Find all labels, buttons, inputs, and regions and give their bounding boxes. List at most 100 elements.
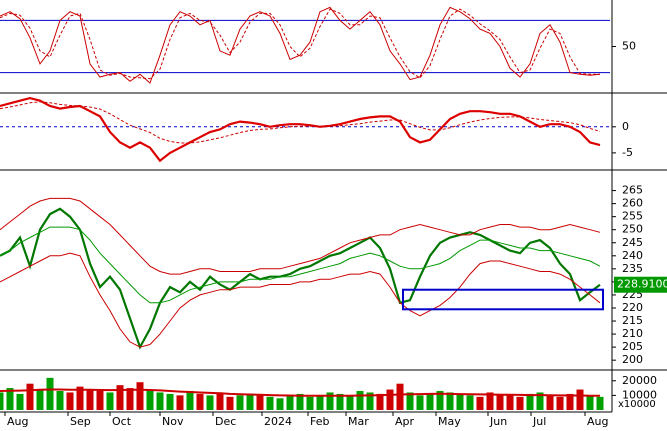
volume-bar (406, 392, 414, 410)
y-tick-label: 0 (622, 120, 629, 133)
series-line (0, 197, 601, 275)
volume-bar (336, 393, 344, 410)
x-tick-label: Aug (587, 415, 608, 428)
volume-bar (226, 396, 234, 410)
volume-bar (546, 395, 554, 410)
series-line (0, 6, 601, 84)
volume-bar (526, 393, 534, 410)
last-price-marker (614, 276, 667, 293)
volume-bar (346, 395, 354, 410)
y-tick-label: 235 (622, 262, 643, 275)
x-tick-label: Mar (348, 415, 369, 428)
volume-bar (56, 391, 64, 410)
volume-bar (26, 383, 34, 410)
y-tick-label: 240 (622, 249, 643, 262)
volume-bar (296, 393, 304, 410)
volume-bar (376, 393, 384, 410)
volume-bar (196, 393, 204, 410)
x-tick-label: 2024 (264, 415, 292, 428)
y-tick-label: 255 (622, 210, 643, 223)
series-line (0, 101, 601, 144)
y-tick-label: 250 (622, 223, 643, 236)
volume-bar (366, 392, 374, 410)
volume-bar (326, 392, 334, 410)
volume-average-line (0, 388, 601, 397)
annotation-box (402, 288, 604, 311)
volume-bar (536, 392, 544, 410)
y-tick-label: -5 (622, 146, 633, 159)
volume-bar (6, 388, 14, 410)
series-line (0, 252, 601, 348)
volume-bar (216, 392, 224, 410)
x-tick-label: Feb (310, 415, 329, 428)
volume-bar (106, 392, 114, 410)
x-tick-label: Dec (215, 415, 236, 428)
volume-bar (176, 395, 184, 410)
y-tick-label: 10000 (622, 388, 657, 401)
x-tick-label: Apr (395, 415, 415, 428)
y-tick-label: 220 (622, 301, 643, 314)
series-line (0, 207, 601, 350)
volume-bar (516, 396, 524, 410)
volume-bar (456, 393, 464, 410)
volume-bar (306, 396, 314, 410)
volume-bar (66, 392, 74, 410)
volume-bar (266, 396, 274, 410)
volume-bar (256, 395, 264, 410)
y-tick-label: 205 (622, 340, 643, 353)
volume-bar (596, 396, 604, 410)
volume-bar (46, 377, 54, 410)
y-tick-label: 215 (622, 314, 643, 327)
volume-bar (166, 393, 174, 410)
volume-bar (76, 386, 84, 410)
series-line (0, 96, 601, 163)
x-tick-label: May (438, 415, 461, 428)
volume-bar (156, 392, 164, 410)
x-tick-label: Nov (162, 415, 184, 428)
y-tick-label: 200 (622, 353, 643, 366)
y-tick-label: 210 (622, 327, 643, 340)
volume-bar (476, 396, 484, 410)
volume-bar (446, 392, 454, 410)
volume-bar (286, 395, 294, 410)
y-tick-label: 20000 (622, 374, 657, 387)
x-tick-label: Jul (532, 415, 546, 428)
volume-bar (576, 389, 584, 410)
volume-bar (0, 392, 4, 410)
volume-bar (586, 395, 594, 410)
volume-bar (16, 393, 24, 410)
unit-label: x10000 (618, 399, 656, 410)
volume-bar (206, 395, 214, 410)
volume-bar (96, 391, 104, 410)
volume-bar (416, 395, 424, 410)
volume-bar (236, 395, 244, 410)
x-tick-label: Sep (70, 415, 91, 428)
volume-bar (506, 395, 514, 410)
volume-bar (116, 385, 124, 410)
volume-bar (146, 389, 154, 410)
volume-bar (86, 389, 94, 410)
volume-bar (386, 389, 394, 410)
y-tick-label: 260 (622, 197, 643, 210)
volume-bar (186, 391, 194, 410)
volume-bar (496, 393, 504, 410)
volume-bar (396, 383, 404, 410)
x-tick-label: Oct (112, 415, 132, 428)
volume-bar (486, 392, 494, 410)
volume-bar (246, 393, 254, 410)
volume-bar (566, 393, 574, 410)
volume-bar (136, 382, 144, 410)
volume-bar (426, 393, 434, 410)
x-tick-label: Aug (7, 415, 28, 428)
volume-bar (276, 398, 284, 410)
volume-bar (36, 389, 44, 410)
x-tick-label: Jun (489, 415, 507, 428)
series-line (0, 8, 600, 80)
last-price-label: 228.9100 (617, 278, 667, 291)
volume-bar (316, 395, 324, 410)
series-line (0, 226, 601, 304)
volume-bar (126, 388, 134, 410)
y-tick-label: 50 (622, 40, 636, 53)
